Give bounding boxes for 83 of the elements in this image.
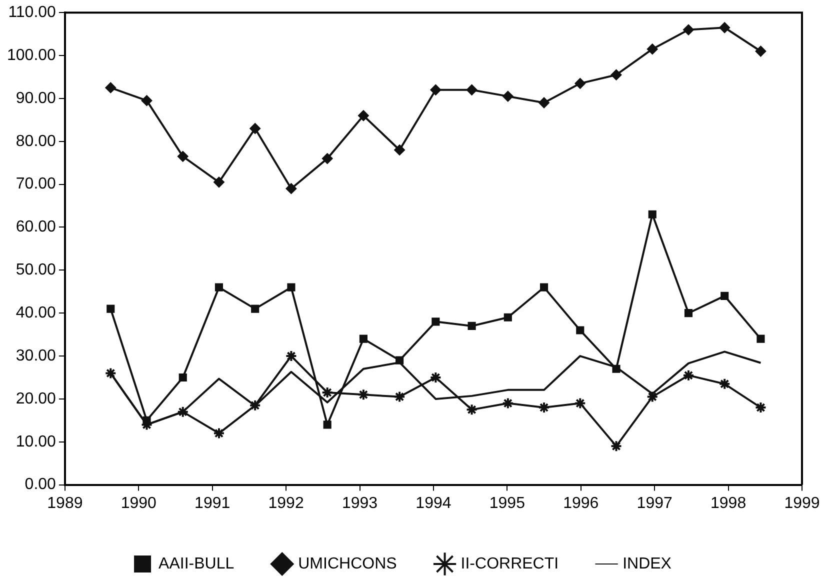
point [610,69,622,80]
legend-label: UMICHCONS [298,555,397,572]
point [396,356,404,364]
point [576,326,584,334]
point [321,386,334,399]
point [251,304,260,313]
y-tick-label: 0.00 [24,476,56,494]
point [214,283,224,292]
point [646,390,658,403]
point [359,334,368,343]
point [358,110,369,122]
point [719,22,730,34]
point [538,97,550,108]
point [682,369,694,382]
point [430,84,442,96]
y-tick-label: 30.00 [16,347,56,364]
y-tick-label: 10.00 [16,433,56,450]
legend-label: AAII-BULL [158,555,234,572]
point [466,84,478,96]
point [176,406,189,418]
point [504,313,512,322]
point [249,399,262,412]
point [106,304,115,313]
point [142,416,151,424]
point [648,210,656,218]
point [612,364,620,373]
x-tick-label: 1996 [563,494,599,512]
point [141,95,152,106]
point [540,283,548,292]
x-tick-label: 1998 [710,494,746,512]
point [430,371,442,384]
y-tick-label: 80.00 [16,132,56,150]
y-tick-label: 70.00 [16,176,56,193]
point [574,78,586,89]
point [357,388,370,401]
y-tick-label: 110.00 [8,4,56,22]
x-tick-label: 1992 [268,494,304,512]
point [610,440,622,452]
y-tick-label: 50.00 [16,262,56,279]
legend-label: INDEX [622,555,672,572]
point [755,46,766,57]
point [684,309,693,318]
x-tick-label: 1995 [489,494,526,512]
point [287,283,296,292]
point [466,404,478,416]
x-tick-label: 1989 [47,494,83,512]
point [756,334,765,343]
point [646,44,658,55]
point [538,402,550,414]
point [250,123,261,134]
point [286,183,297,194]
point [322,153,333,164]
point [178,373,187,382]
point [212,427,225,440]
point [718,378,731,390]
point [285,350,298,362]
x-tick-label: 1990 [120,494,157,512]
point [394,390,406,403]
point [468,322,476,330]
point [323,420,332,429]
x-tick-label: 1997 [636,494,672,512]
y-tick-label: 40.00 [16,304,56,322]
point [574,397,586,410]
point [502,397,514,410]
y-tick-label: 20.00 [16,390,56,408]
point [502,90,514,102]
point [105,82,116,94]
y-tick-label: 60.00 [16,218,56,236]
point [682,24,694,36]
x-tick-label: 1993 [342,494,378,512]
point [213,176,224,188]
point [432,318,440,326]
point [177,150,188,162]
x-tick-label: 1991 [194,494,230,512]
point [720,292,729,300]
point [104,367,117,380]
y-tick-label: 100.00 [7,46,56,64]
legend-label: II-CORRECTI [460,555,559,572]
y-tick-label: 90.00 [16,90,56,107]
x-tick-label: 1994 [416,494,452,512]
point [394,144,406,156]
x-tick-label: 1999 [784,494,820,512]
point [754,402,767,414]
